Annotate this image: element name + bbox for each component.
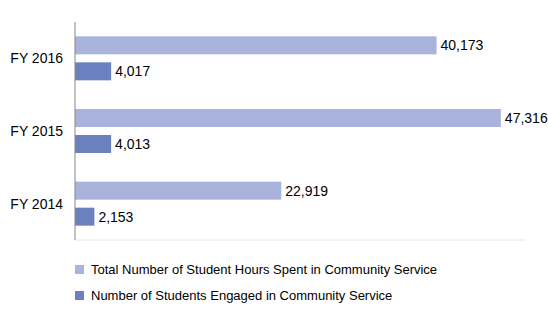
- chart-container: FY 2016 40,173 4,017 FY 2015 47,316 4,013 FY 2…: [0, 0, 548, 329]
- bar: [75, 182, 281, 200]
- bar: [75, 135, 111, 153]
- category-label: FY 2014: [10, 196, 63, 212]
- value-axis-line: [75, 240, 525, 241]
- data-label: 47,316: [505, 110, 548, 126]
- category-label: FY 2015: [10, 123, 63, 139]
- labels: FY 2016 40,173 4,017 FY 2015 47,316 4,013 FY 2…: [10, 37, 548, 224]
- legend-label: Total Number of Student Hours Spent in C…: [91, 262, 437, 277]
- bar: [75, 36, 437, 54]
- legend: Total Number of Student Hours Spent in C…: [75, 262, 437, 303]
- bar: [75, 109, 501, 127]
- category-label: FY 2016: [10, 50, 63, 66]
- legend-swatch: [75, 265, 84, 274]
- chart: FY 2016 40,173 4,017 FY 2015 47,316 4,013 FY 2…: [0, 0, 548, 329]
- bar: [75, 62, 111, 80]
- data-label: 4,013: [115, 136, 150, 152]
- data-label: 40,173: [441, 37, 484, 53]
- category-axis-line: [75, 22, 76, 240]
- data-label: 4,017: [115, 63, 150, 79]
- bars: [75, 36, 501, 225]
- data-label: 2,153: [98, 209, 133, 225]
- data-label: 22,919: [285, 183, 328, 199]
- legend-swatch: [75, 291, 84, 300]
- legend-label: Number of Students Engaged in Community …: [91, 288, 392, 303]
- bar: [75, 208, 94, 226]
